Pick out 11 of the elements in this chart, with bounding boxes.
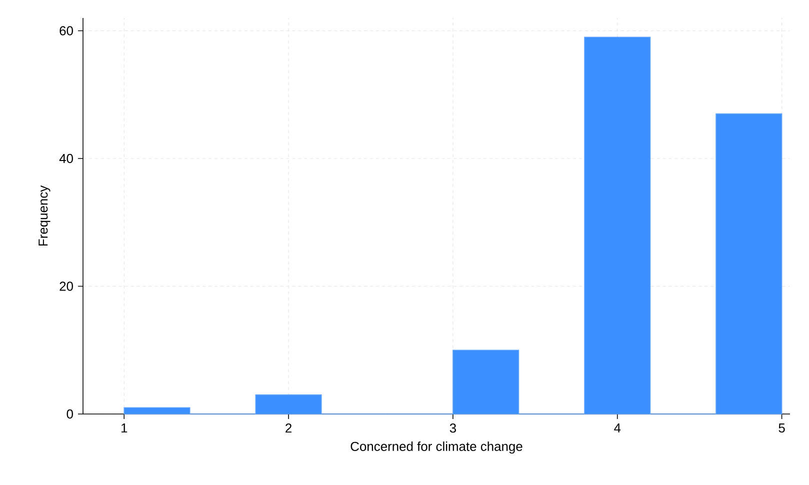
y-tick-label: 60 [60,26,73,36]
y-tick-label: 0 [66,409,73,419]
x-tick-label: 2 [286,424,292,433]
x-tick-label: 4 [614,424,621,432]
y-tick-label: 40 [59,154,73,164]
x-tick-label: 3 [450,424,456,433]
y-axis-title: Frequency [38,185,50,246]
y-tick-label: 20 [60,282,73,291]
x-tick-label: 5 [778,424,785,433]
x-tick-label: 1 [121,424,128,432]
x-axis-title: Concerned for climate change [350,441,522,454]
